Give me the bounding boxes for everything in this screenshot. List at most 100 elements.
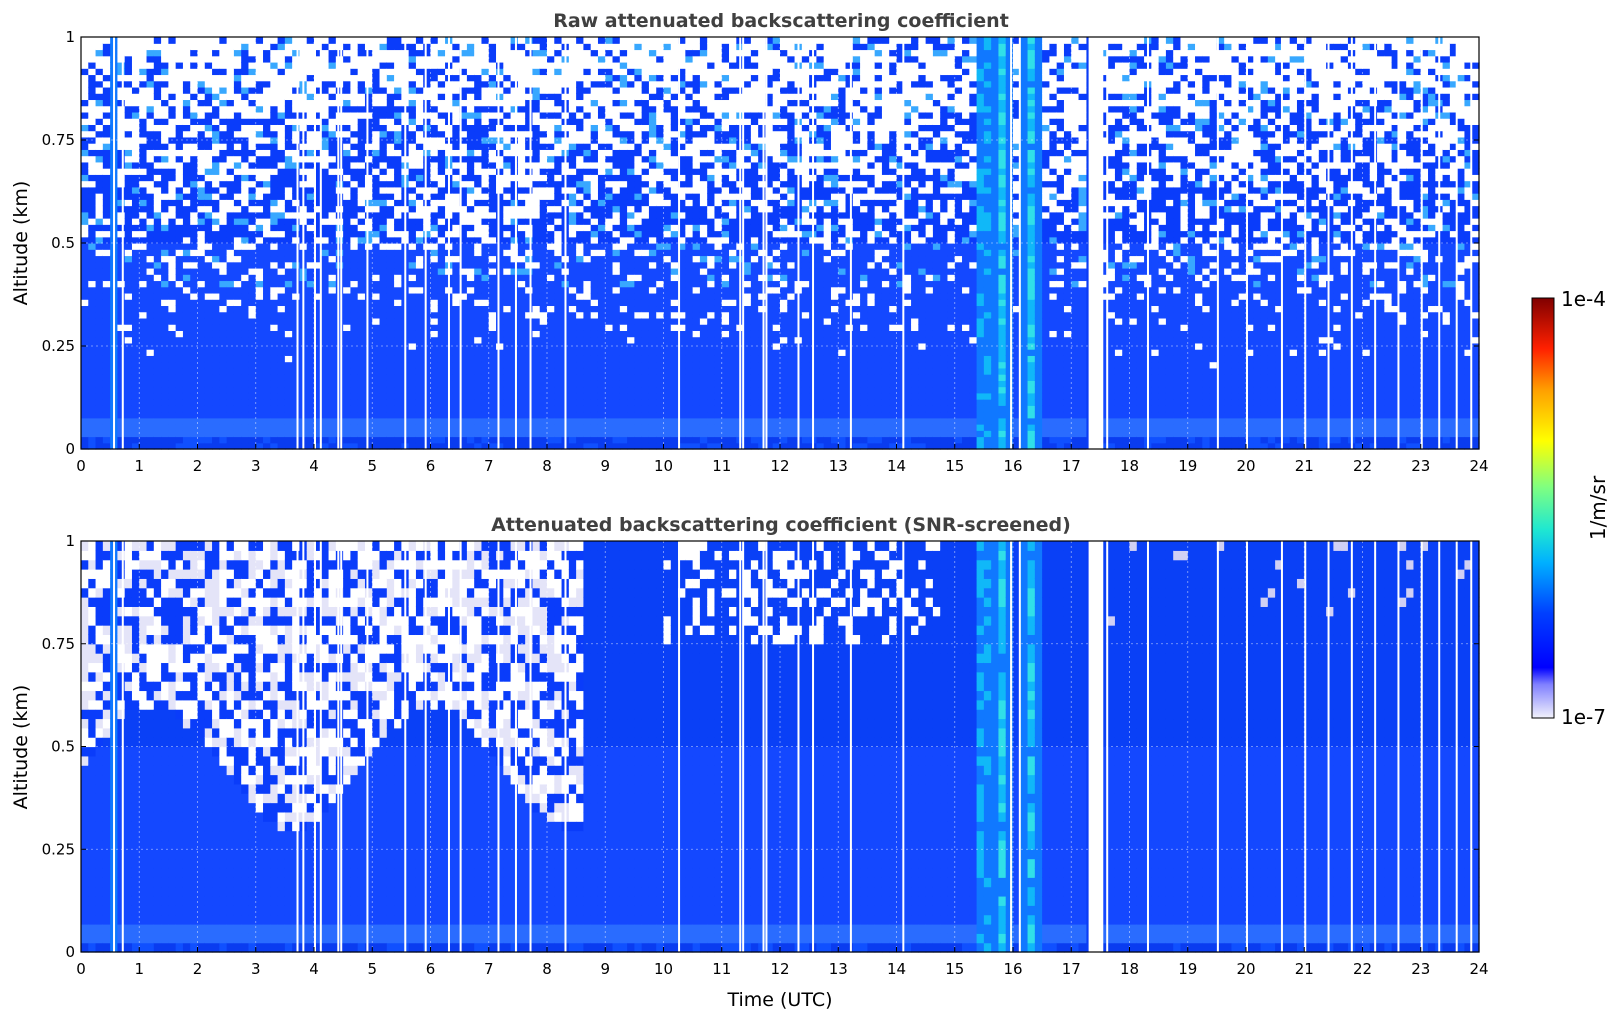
heatmap-cell — [154, 243, 162, 250]
heatmap-cell — [263, 112, 271, 119]
heatmap-cell — [205, 187, 213, 194]
heatmap-cell — [205, 124, 213, 131]
heatmap-cell — [409, 49, 417, 56]
heatmap-cell — [147, 418, 155, 425]
heatmap-cell — [88, 412, 96, 419]
heatmap-cell — [234, 243, 242, 250]
heatmap-cell — [176, 255, 184, 262]
heatmap-cell — [518, 218, 526, 225]
heatmap-cell — [270, 380, 278, 387]
heatmap-cell — [227, 206, 235, 213]
heatmap-cell — [205, 418, 213, 425]
heatmap-cell — [503, 199, 511, 206]
heatmap-cell — [620, 362, 628, 369]
heatmap-cell — [620, 131, 628, 138]
heatmap-cell — [532, 430, 540, 437]
heatmap-cell — [139, 430, 147, 437]
heatmap-cell — [212, 318, 220, 325]
heatmap-cell — [292, 74, 300, 81]
heatmap-cell — [125, 168, 133, 175]
heatmap-cell — [423, 305, 431, 312]
heatmap-cell — [132, 437, 140, 444]
heatmap-cell — [343, 168, 351, 175]
heatmap-cell — [139, 212, 147, 219]
heatmap-cell — [431, 106, 439, 113]
heatmap-cell — [423, 424, 431, 431]
heatmap-cell — [474, 237, 482, 244]
heatmap-cell — [540, 224, 548, 231]
heatmap-cell — [307, 49, 315, 56]
heatmap-cell — [321, 330, 329, 337]
heatmap-cell — [139, 174, 147, 181]
heatmap-cell — [503, 68, 511, 75]
heatmap-cell — [358, 156, 366, 163]
heatmap-cell — [125, 280, 133, 287]
panel-raw: Raw attenuated backscattering coefficien… — [10, 10, 1489, 475]
heatmap-cell — [132, 131, 140, 138]
heatmap-cell — [481, 424, 489, 431]
heatmap-cell — [380, 293, 388, 300]
heatmap-cell — [350, 374, 358, 381]
heatmap-cell — [132, 162, 140, 169]
heatmap-cell — [307, 412, 315, 419]
heatmap-cell — [176, 168, 184, 175]
heatmap-cell — [241, 280, 249, 287]
heatmap-cell — [205, 224, 213, 231]
heatmap-cell — [409, 231, 417, 238]
heatmap-cell — [292, 268, 300, 275]
heatmap-cell — [256, 62, 264, 69]
heatmap-cell — [212, 68, 220, 75]
heatmap-cell — [511, 193, 519, 200]
heatmap-cell — [591, 118, 599, 125]
heatmap-cell — [569, 112, 577, 119]
heatmap-cell — [263, 262, 271, 269]
heatmap-cell — [547, 337, 555, 344]
heatmap-cell — [452, 174, 460, 181]
heatmap-cell — [176, 305, 184, 312]
heatmap-cell — [583, 212, 591, 219]
heatmap-cell — [511, 349, 519, 356]
heatmap-cell — [387, 399, 395, 406]
heatmap-cell — [372, 68, 380, 75]
heatmap-cell — [168, 74, 176, 81]
heatmap-cell — [583, 224, 591, 231]
heatmap-cell — [161, 68, 169, 75]
heatmap-cell — [292, 49, 300, 56]
heatmap-cell — [292, 255, 300, 262]
heatmap-cell — [380, 74, 388, 81]
heatmap-cell — [96, 412, 104, 419]
heatmap-cell — [620, 231, 628, 238]
heatmap-cell — [613, 380, 621, 387]
heatmap-cell — [154, 112, 162, 119]
heatmap-cell — [409, 74, 417, 81]
heatmap-cell — [241, 255, 249, 262]
heatmap-cell — [168, 349, 176, 356]
heatmap-cell — [248, 330, 256, 337]
heatmap-cell — [88, 349, 96, 356]
heatmap-cell — [321, 112, 329, 119]
heatmap-cell — [183, 81, 191, 88]
heatmap-cell — [511, 274, 519, 281]
heatmap-cell — [496, 418, 504, 425]
heatmap-cell — [452, 330, 460, 337]
heatmap-cell — [350, 399, 358, 406]
heatmap-cell — [598, 212, 606, 219]
heatmap-cell — [598, 168, 606, 175]
heatmap-cell — [88, 231, 96, 238]
heatmap-cell — [576, 87, 584, 94]
heatmap-cell — [627, 199, 635, 206]
heatmap-cell — [438, 199, 446, 206]
heatmap-cell — [409, 174, 417, 181]
heatmap-cell — [154, 37, 162, 44]
heatmap-cell — [263, 162, 271, 169]
heatmap-cell — [139, 118, 147, 125]
heatmap-cell — [380, 87, 388, 94]
heatmap-cell — [96, 143, 104, 150]
heatmap-cell — [380, 255, 388, 262]
heatmap-cell — [329, 212, 337, 219]
heatmap-cell — [481, 412, 489, 419]
heatmap-cell — [547, 274, 555, 281]
heatmap-cell — [103, 412, 111, 419]
heatmap-cell — [336, 287, 344, 294]
heatmap-cell — [183, 131, 191, 138]
